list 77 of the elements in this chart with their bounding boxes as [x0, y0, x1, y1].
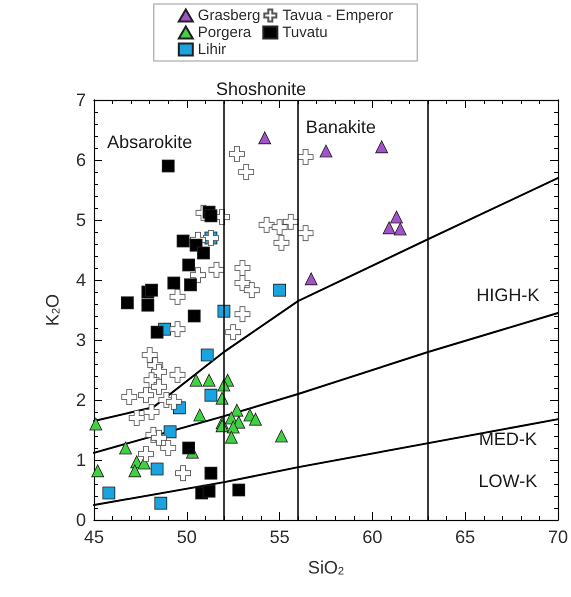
point: [167, 276, 180, 290]
point: [375, 140, 388, 154]
point: [202, 374, 216, 387]
annotation: MED-K: [478, 429, 537, 449]
point: [394, 222, 407, 236]
y-tick-label: 0: [76, 510, 86, 530]
point: [230, 404, 244, 417]
point: [204, 388, 218, 402]
point: [204, 209, 218, 222]
point: [145, 284, 158, 297]
point: [170, 321, 186, 338]
point: [244, 282, 260, 298]
legend-label: Tuvatu: [282, 24, 328, 41]
point: [226, 420, 240, 434]
legend-label: Lihir: [198, 41, 226, 58]
x-tick-label: 70: [548, 527, 568, 547]
legend-label: Porgera: [198, 24, 252, 41]
point: [273, 284, 286, 297]
point: [193, 408, 206, 422]
point: [164, 425, 176, 438]
point: [258, 131, 272, 144]
y-tick-label: 5: [76, 210, 86, 230]
x-tick-label: 55: [270, 527, 290, 547]
point: [176, 234, 190, 248]
x-axis-title: SiO2: [308, 558, 344, 578]
point: [150, 326, 164, 339]
point: [282, 214, 299, 230]
x-tick-label: 60: [362, 527, 382, 547]
y-tick-label: 2: [76, 390, 86, 410]
point: [89, 418, 102, 430]
legend-label: Grasberg: [198, 7, 260, 24]
point: [224, 430, 238, 444]
point: [320, 144, 332, 158]
point: [151, 378, 167, 395]
point: [204, 466, 218, 480]
legend-label: Tavua - Emperor: [282, 7, 394, 24]
annotation: Banakite: [306, 117, 376, 137]
point: [141, 298, 154, 312]
y-tick-label: 7: [76, 90, 86, 110]
annotation: LOW-K: [478, 471, 538, 491]
point: [121, 296, 134, 310]
x-tick-label: 65: [455, 527, 476, 547]
point: [91, 464, 104, 478]
point: [197, 246, 210, 260]
point: [188, 310, 201, 322]
point: [182, 442, 196, 454]
point: [382, 221, 396, 234]
annotation: Absarokite: [107, 132, 192, 152]
point: [275, 430, 288, 442]
point: [128, 410, 145, 426]
point: [225, 324, 242, 340]
point: [249, 412, 262, 426]
point: [200, 348, 214, 362]
y-tick-label: 6: [76, 150, 86, 170]
y-tick-label: 4: [76, 270, 86, 290]
point: [154, 496, 168, 510]
point: [162, 160, 175, 172]
point: [202, 484, 216, 498]
x-tick-label: 45: [84, 527, 104, 547]
point: [390, 210, 403, 224]
point: [119, 442, 132, 454]
point: [182, 258, 196, 272]
point: [190, 374, 202, 387]
point: [151, 430, 167, 446]
annotation: HIGH-K: [476, 285, 540, 305]
y-tick-label: 3: [76, 330, 86, 350]
point: [150, 462, 164, 476]
point: [304, 272, 318, 286]
y-tick-label: 1: [76, 450, 86, 470]
x-tick-label: 50: [176, 527, 197, 547]
text: Shoshonite: [216, 79, 306, 100]
point: [232, 484, 246, 496]
point: [102, 486, 116, 500]
point: [166, 394, 182, 410]
point: [128, 464, 142, 478]
point: [184, 278, 197, 292]
y-axis-title: K2O: [42, 294, 62, 326]
